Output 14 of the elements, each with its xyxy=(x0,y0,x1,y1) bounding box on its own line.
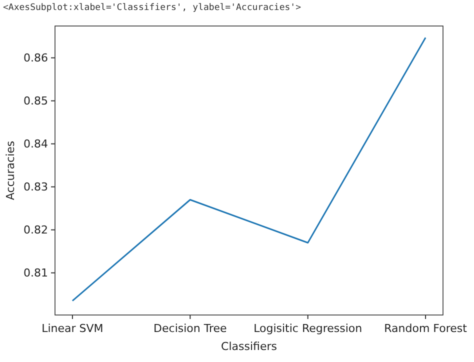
x-axis-title: Classifiers xyxy=(221,340,278,353)
y-tick-label: 0.82 xyxy=(24,224,48,237)
y-tick-label: 0.83 xyxy=(24,180,48,194)
x-tick-label: Decision Tree xyxy=(154,322,228,335)
y-tick-label: 0.85 xyxy=(24,94,48,108)
y-axis-title: Accuracies xyxy=(4,140,17,200)
y-tick-label: 0.81 xyxy=(24,266,48,280)
x-tick-label: Logisitic Regression xyxy=(254,322,362,335)
text: <AxesSubplot:xlabel='Classifiers', ylabel='Accuracies'> xyxy=(3,3,302,13)
x-tick-label: Linear SVM xyxy=(42,322,104,335)
x-tick-label: Random Forest xyxy=(384,322,468,335)
y-tick-label: 0.86 xyxy=(24,52,48,65)
line-series xyxy=(72,36,426,302)
y-tick-label: 0.84 xyxy=(24,138,48,151)
